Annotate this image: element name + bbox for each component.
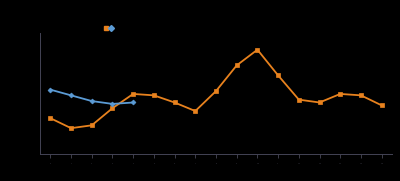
Legend: , : , bbox=[104, 27, 113, 29]
